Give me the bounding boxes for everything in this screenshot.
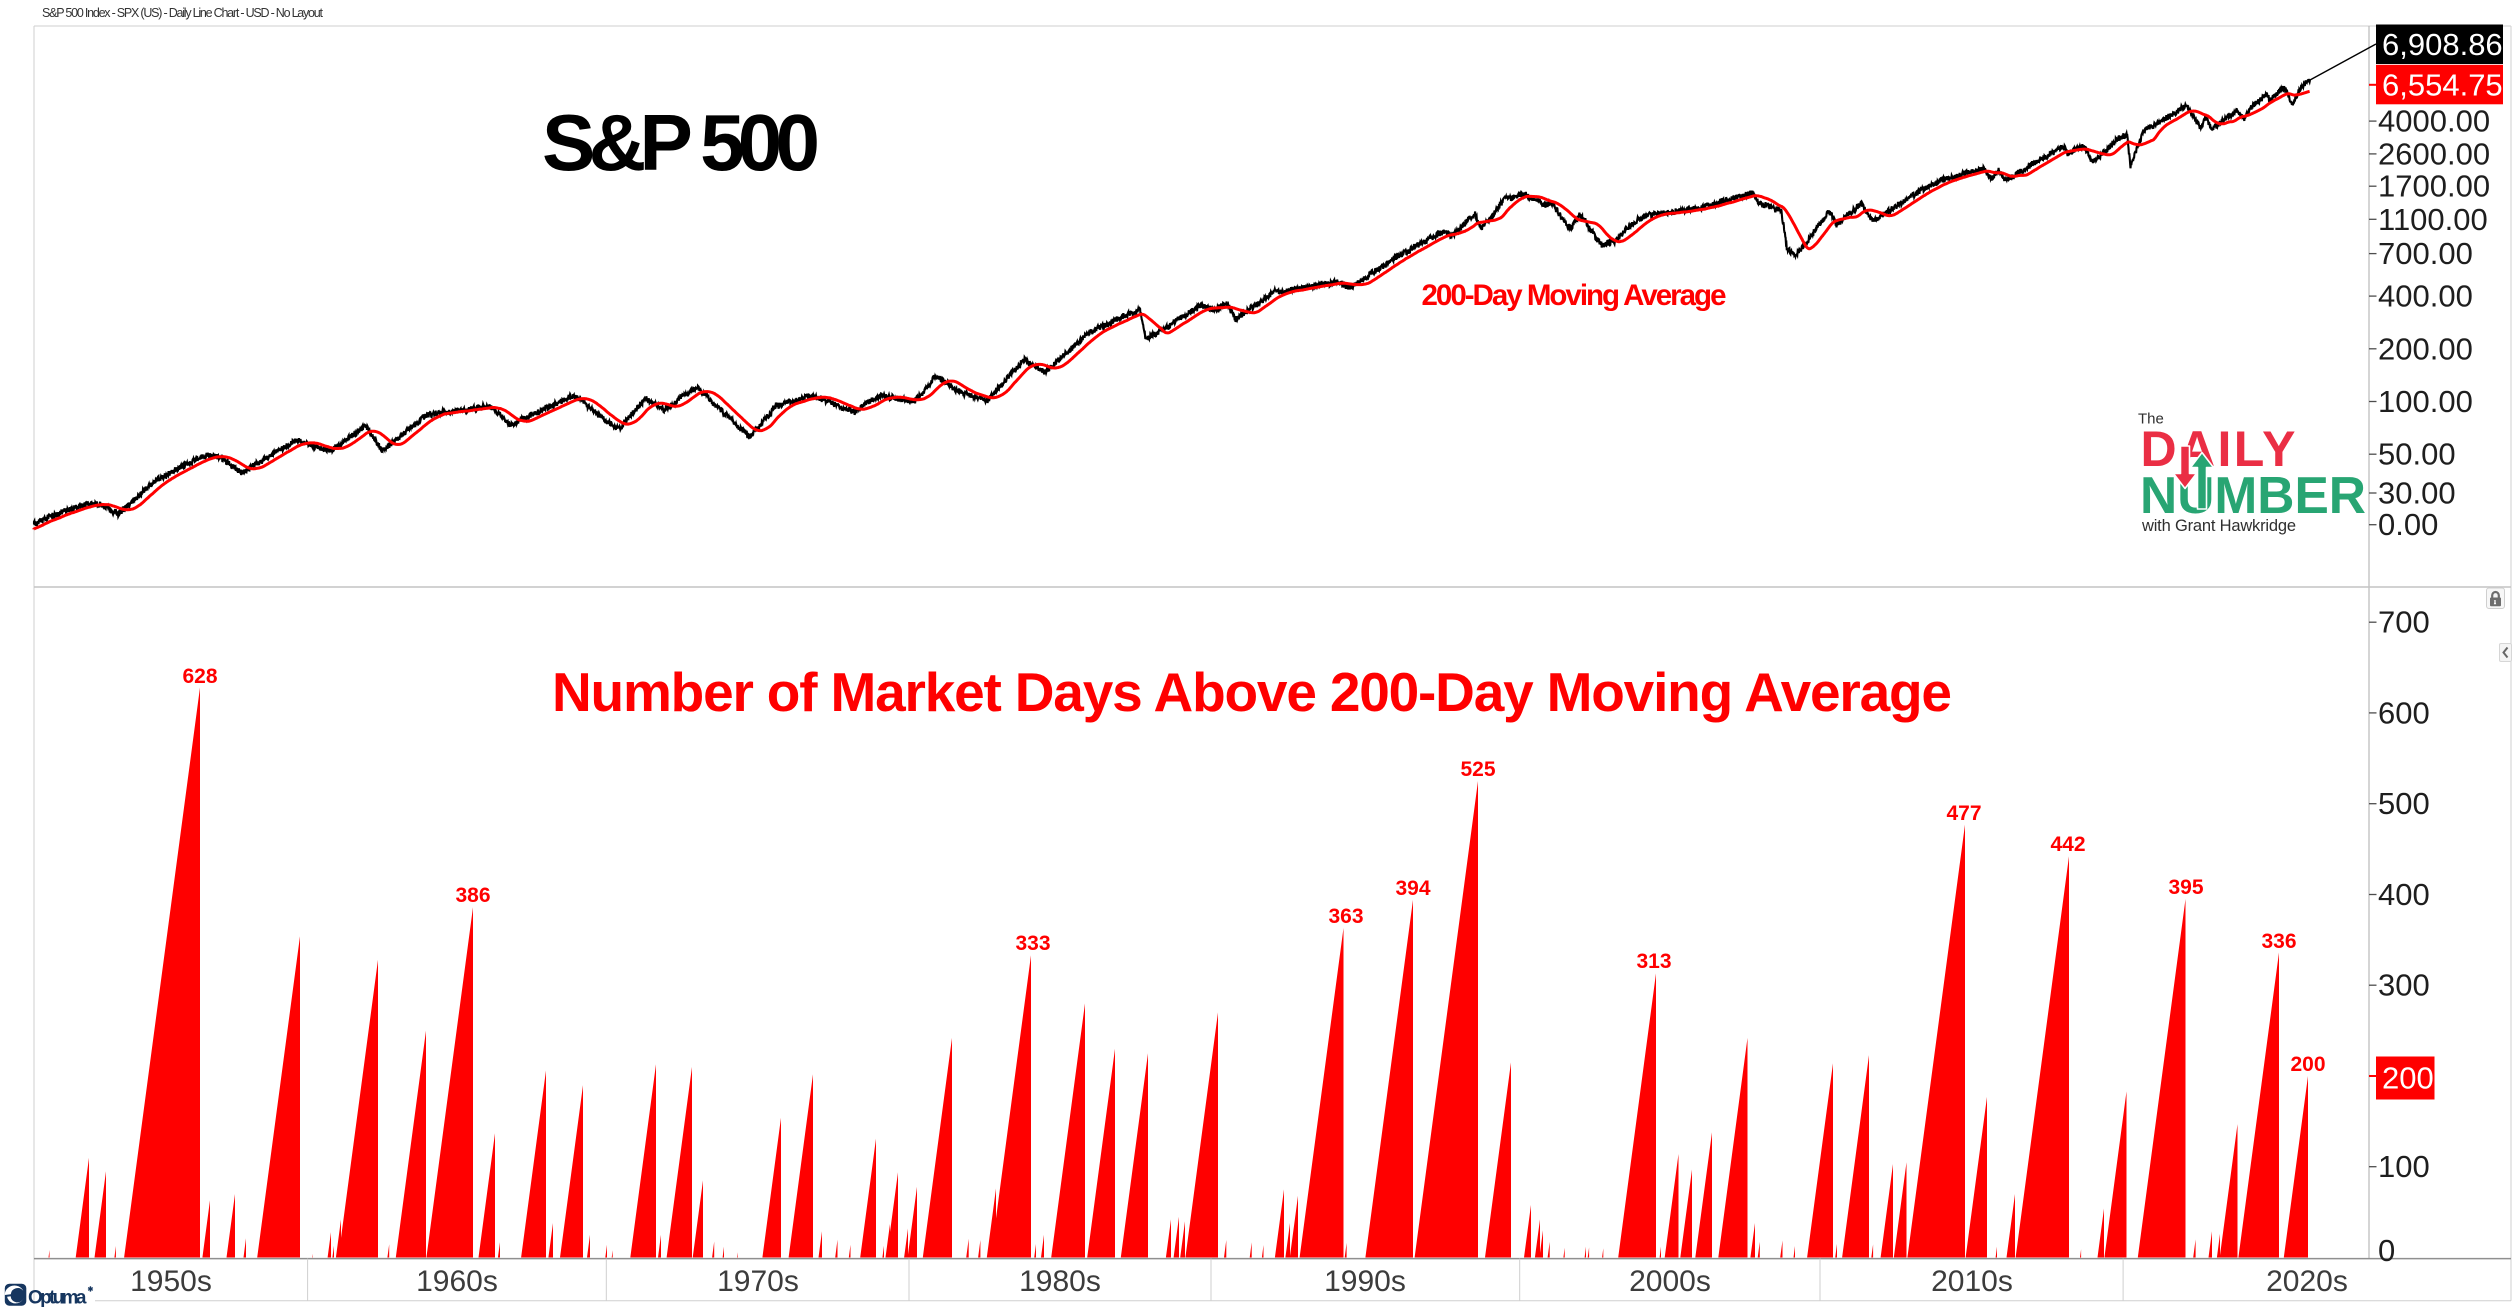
svg-text:1100.00: 1100.00: [2378, 202, 2488, 237]
svg-text:100: 100: [2378, 1149, 2430, 1184]
svg-text:395: 395: [2168, 876, 2203, 899]
svg-text:333: 333: [1015, 932, 1050, 955]
svg-text:300: 300: [2378, 968, 2430, 1003]
svg-text:400.00: 400.00: [2378, 279, 2473, 314]
svg-text:700.00: 700.00: [2378, 236, 2473, 271]
svg-text:1960s: 1960s: [416, 1265, 498, 1298]
svg-text:30.00: 30.00: [2378, 476, 2456, 511]
svg-text:Number of Market Days Above 20: Number of Market Days Above 200-Day Movi…: [552, 661, 1952, 723]
svg-text:S&P 500 Index - SPX (US) - Dai: S&P 500 Index - SPX (US) - Daily Line Ch…: [42, 6, 324, 20]
svg-text:363: 363: [1328, 905, 1363, 928]
svg-text:1980s: 1980s: [1019, 1265, 1101, 1298]
svg-text:2010s: 2010s: [1931, 1265, 2013, 1298]
svg-text:200.00: 200.00: [2378, 331, 2473, 366]
svg-text:Optuma: Optuma: [28, 1288, 87, 1307]
svg-text:1950s: 1950s: [130, 1265, 212, 1298]
svg-text:The: The: [2138, 411, 2164, 428]
svg-text:50.00: 50.00: [2378, 437, 2456, 472]
svg-text:100.00: 100.00: [2378, 384, 2473, 419]
svg-text:500: 500: [2378, 786, 2430, 821]
svg-text:477: 477: [1946, 802, 1981, 825]
svg-text:1700.00: 1700.00: [2378, 169, 2490, 204]
svg-text:200: 200: [2290, 1053, 2325, 1076]
svg-text:400: 400: [2378, 877, 2430, 912]
svg-text:0: 0: [2378, 1233, 2395, 1268]
svg-text:1990s: 1990s: [1324, 1265, 1406, 1298]
svg-text:6,908.86: 6,908.86: [2382, 27, 2503, 62]
svg-text:442: 442: [2050, 833, 2085, 856]
svg-text:525: 525: [1460, 758, 1495, 781]
svg-text:394: 394: [1395, 877, 1430, 900]
svg-text:S&P 500: S&P 500: [542, 98, 820, 187]
svg-text:with Grant Hawkridge: with Grant Hawkridge: [2141, 517, 2296, 535]
svg-text:6,554.75: 6,554.75: [2382, 67, 2503, 102]
svg-text:336: 336: [2261, 930, 2296, 953]
svg-text:386: 386: [455, 884, 490, 907]
svg-text:4000.00: 4000.00: [2378, 104, 2490, 139]
svg-text:700: 700: [2378, 605, 2430, 640]
svg-text:0.00: 0.00: [2378, 507, 2438, 542]
svg-text:DAILY: DAILY: [2141, 421, 2296, 477]
svg-text:200: 200: [2382, 1061, 2434, 1096]
svg-text:313: 313: [1636, 950, 1671, 973]
svg-text:200-Day Moving Average: 200-Day Moving Average: [1422, 279, 1727, 312]
svg-text:628: 628: [182, 665, 217, 688]
svg-text:2000s: 2000s: [1629, 1265, 1711, 1298]
svg-text:✱: ✱: [88, 1286, 94, 1294]
svg-text:600: 600: [2378, 695, 2430, 730]
svg-text:1970s: 1970s: [717, 1265, 799, 1298]
svg-text:2600.00: 2600.00: [2378, 136, 2490, 171]
svg-text:2020s: 2020s: [2266, 1265, 2348, 1298]
